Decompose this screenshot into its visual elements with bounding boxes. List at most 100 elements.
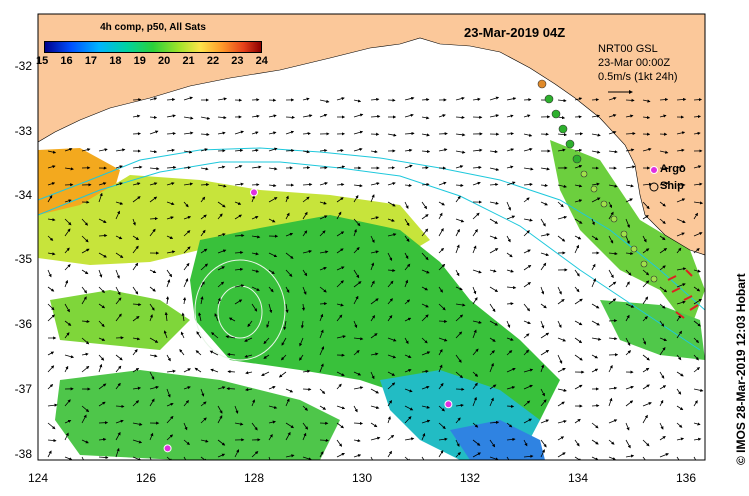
current-arrow	[523, 218, 533, 222]
current-arrow	[302, 456, 312, 460]
current-arrow	[336, 182, 345, 187]
current-arrow	[523, 368, 534, 373]
current-arrow	[489, 114, 500, 118]
current-arrow	[489, 439, 496, 448]
current-arrow	[319, 388, 326, 395]
current-arrow	[183, 368, 191, 373]
current-arrow	[353, 386, 364, 390]
current-arrow	[387, 400, 392, 407]
current-arrow	[183, 182, 194, 186]
current-arrow	[285, 269, 293, 277]
current-arrow	[693, 337, 700, 344]
current-arrow	[285, 149, 295, 153]
current-arrow	[506, 97, 517, 101]
current-arrow	[625, 184, 634, 188]
current-arrow	[217, 233, 226, 237]
current-arrow	[642, 248, 650, 254]
current-arrow	[98, 354, 105, 361]
current-arrow	[336, 248, 344, 254]
current-arrow	[438, 337, 448, 342]
current-arrow	[421, 337, 428, 344]
current-arrow	[472, 452, 481, 458]
current-arrow	[251, 216, 259, 220]
current-arrow	[132, 315, 140, 322]
current-arrow	[47, 438, 57, 443]
colorbar-tick: 20	[158, 55, 171, 67]
current-arrow	[506, 148, 515, 152]
current-arrow	[523, 333, 530, 339]
current-arrow	[149, 432, 154, 441]
current-arrow	[676, 456, 680, 460]
current-arrow	[404, 183, 412, 187]
current-arrow	[693, 286, 701, 292]
current-arrow	[472, 97, 481, 101]
current-arrow	[183, 278, 189, 288]
x-tick-label: 126	[135, 471, 157, 485]
current-arrow	[370, 422, 378, 428]
current-arrow	[472, 269, 482, 274]
current-arrow	[251, 303, 258, 312]
current-arrow	[180, 331, 185, 339]
current-arrow	[574, 269, 580, 277]
current-arrow	[557, 148, 566, 152]
x-tick-label: 136	[675, 471, 697, 485]
colorbar-tick: 23	[231, 55, 244, 67]
current-arrow	[608, 364, 613, 373]
colorbar-ticks: 15 16 17 18 19 20 21 22 23 24	[36, 55, 268, 67]
current-arrow	[336, 231, 345, 237]
current-arrow	[404, 96, 415, 101]
current-arrow	[557, 320, 562, 329]
current-arrow	[693, 182, 703, 186]
current-arrow	[676, 371, 684, 377]
current-arrow	[557, 201, 564, 208]
current-arrow	[166, 201, 175, 206]
current-arrow	[625, 454, 635, 458]
argo-float	[163, 444, 172, 453]
current-arrow	[132, 439, 143, 444]
current-arrow	[659, 436, 666, 441]
current-arrow	[489, 235, 498, 240]
current-arrow	[659, 218, 666, 225]
current-arrow	[166, 269, 173, 278]
current-arrow	[166, 97, 176, 102]
current-arrow	[132, 165, 143, 169]
current-arrow	[506, 404, 515, 408]
current-arrow	[489, 286, 499, 293]
current-arrow	[268, 303, 273, 314]
current-arrow	[557, 452, 566, 458]
current-arrow	[353, 147, 363, 152]
current-arrow	[540, 388, 545, 397]
current-arrow	[642, 354, 650, 361]
sst-light-green-west	[50, 290, 190, 350]
current-arrow	[421, 385, 430, 390]
current-arrow	[251, 148, 259, 153]
plot-frame	[37, 13, 706, 461]
current-arrow	[489, 248, 499, 254]
current-arrow	[149, 130, 159, 135]
current-arrow	[693, 400, 698, 407]
current-arrow	[523, 454, 534, 458]
current-arrow	[659, 248, 668, 254]
y-tick-label: -34	[14, 188, 32, 202]
current-arrow	[438, 405, 445, 412]
current-arrow	[625, 269, 632, 276]
ship-point	[580, 170, 588, 178]
current-arrow	[149, 228, 156, 237]
current-arrow	[472, 348, 479, 356]
current-arrow	[540, 201, 548, 206]
current-arrow	[251, 131, 259, 135]
current-arrow	[693, 422, 701, 426]
y-tick-label: -32	[14, 59, 32, 73]
current-arrow	[557, 419, 567, 424]
current-arrow	[183, 216, 192, 220]
current-arrow	[81, 405, 90, 413]
current-arrow	[132, 262, 139, 271]
current-arrow	[659, 320, 665, 327]
current-arrow	[608, 96, 617, 101]
current-arrow	[200, 248, 208, 254]
current-arrow	[336, 453, 345, 458]
current-arrow	[164, 311, 168, 322]
current-arrow	[404, 405, 414, 411]
y-tick-label: -37	[14, 382, 32, 396]
current-arrow	[251, 235, 261, 239]
